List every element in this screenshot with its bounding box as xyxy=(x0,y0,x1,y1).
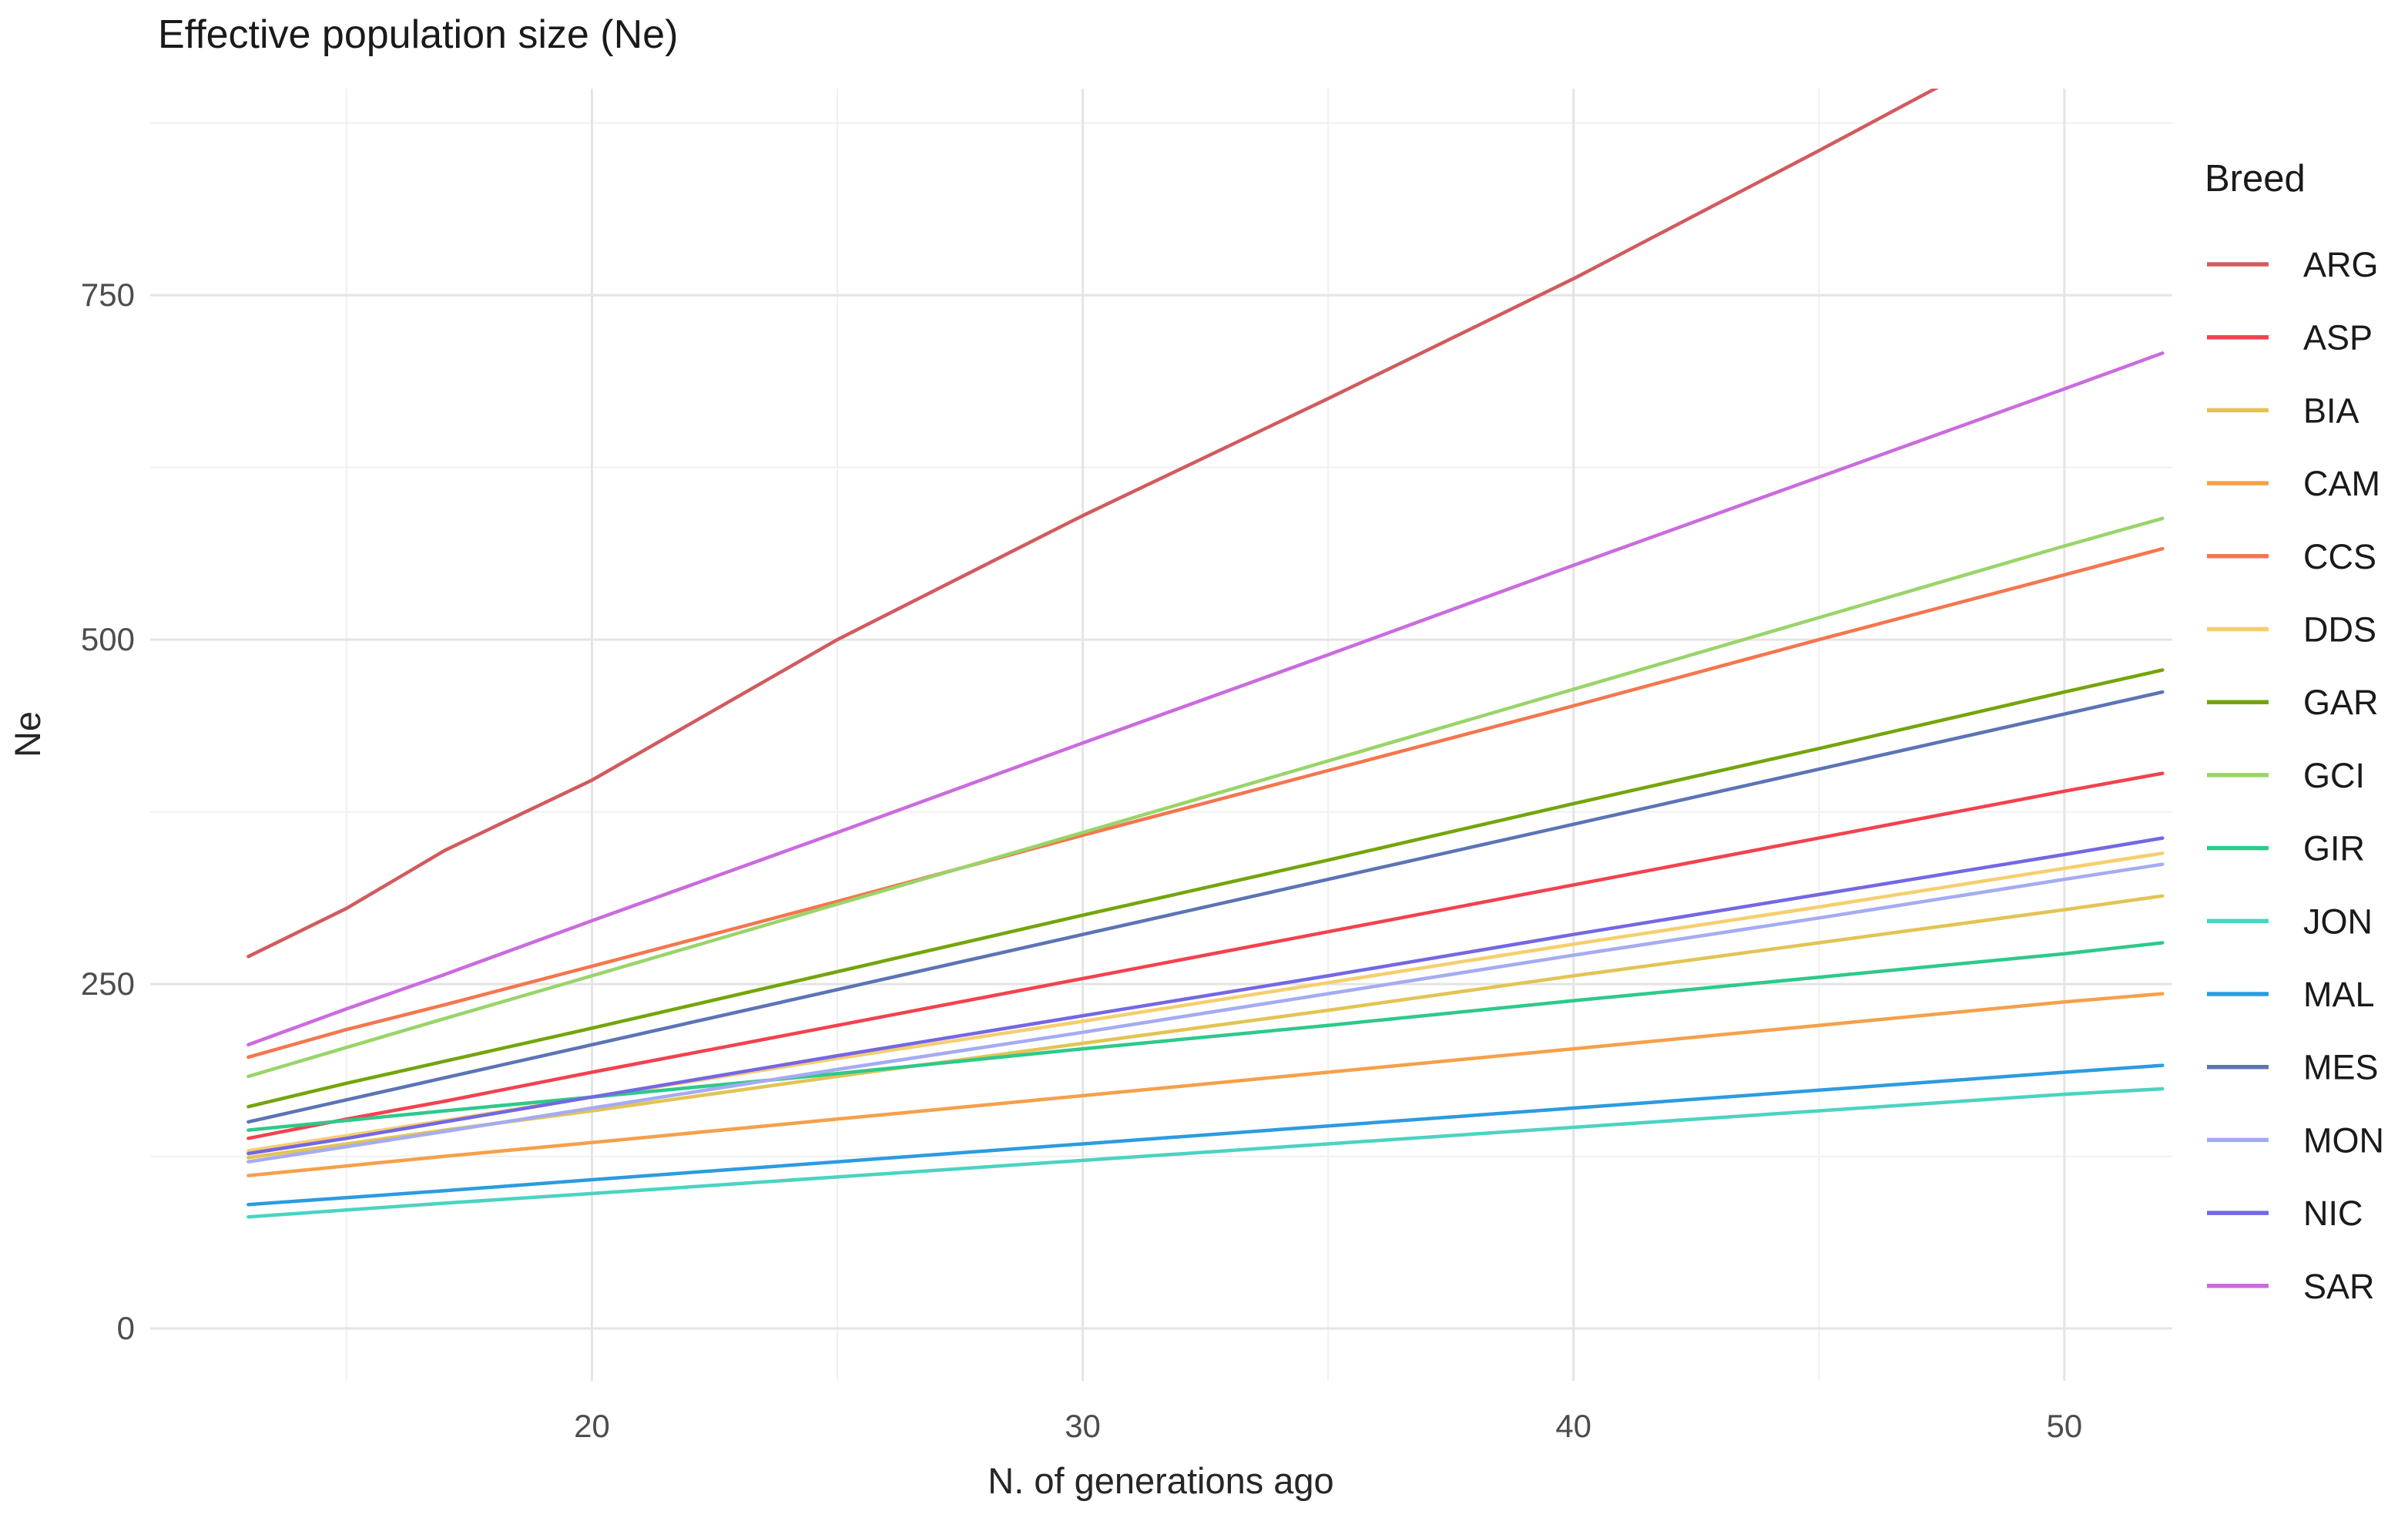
legend-item-MON: MON xyxy=(2207,1120,2384,1160)
legend-item-CCS: CCS xyxy=(2207,537,2376,576)
series-line-NIC xyxy=(247,836,2165,1156)
legend: Breed ARG ASP BIA CAM CCS DDS GAR GCI GIR JON MAL M… xyxy=(2205,158,2384,1306)
series-line-DDS xyxy=(247,851,2165,1153)
legend-item-JON: JON xyxy=(2207,902,2373,941)
y-tick-label: 250 xyxy=(81,966,135,1002)
legend-label-JON: JON xyxy=(2303,902,2373,941)
series-line-MES xyxy=(247,690,2165,1124)
series-line-GAR xyxy=(247,668,2165,1109)
legend-item-GAR: GAR xyxy=(2207,683,2379,722)
series-lines xyxy=(247,89,2165,1219)
series-line-BIA xyxy=(247,894,2165,1160)
legend-item-BIA: BIA xyxy=(2207,391,2359,430)
legend-label-BIA: BIA xyxy=(2303,391,2359,430)
legend-item-ASP: ASP xyxy=(2207,318,2373,358)
legend-label-GAR: GAR xyxy=(2303,683,2379,722)
legend-item-MAL: MAL xyxy=(2207,975,2375,1014)
series-line-GCI xyxy=(247,516,2165,1079)
legend-label-MES: MES xyxy=(2303,1048,2379,1087)
legend-title: Breed xyxy=(2205,158,2306,200)
series-line-JON xyxy=(247,1086,2165,1219)
x-tick-label: 50 xyxy=(2046,1408,2082,1444)
y-tick-label: 750 xyxy=(81,277,135,313)
series-line-ARG xyxy=(247,89,1939,959)
series-line-CAM xyxy=(247,992,2165,1177)
x-tick-label: 40 xyxy=(1555,1408,1591,1444)
x-tick-label: 20 xyxy=(574,1408,610,1444)
series-line-ASP xyxy=(247,771,2165,1140)
minor-gridlines xyxy=(150,89,2172,1381)
legend-item-GCI: GCI xyxy=(2207,756,2365,795)
legend-label-CCS: CCS xyxy=(2303,537,2376,576)
y-axis-title: Ne xyxy=(7,711,48,757)
legend-label-MAL: MAL xyxy=(2303,975,2375,1014)
series-line-SAR xyxy=(247,351,2165,1047)
y-tick-label: 0 xyxy=(117,1310,135,1346)
legend-label-NIC: NIC xyxy=(2303,1194,2363,1233)
legend-label-MON: MON xyxy=(2303,1120,2384,1160)
legend-label-ASP: ASP xyxy=(2303,318,2373,358)
legend-label-DDS: DDS xyxy=(2303,610,2376,650)
legend-item-SAR: SAR xyxy=(2207,1267,2375,1306)
legend-label-SAR: SAR xyxy=(2303,1267,2375,1306)
series-line-MON xyxy=(247,862,2165,1164)
series-line-CCS xyxy=(247,546,2165,1060)
legend-item-DDS: DDS xyxy=(2207,610,2376,650)
legend-item-MES: MES xyxy=(2207,1048,2379,1087)
y-axis-tick-labels: 0 250 500 750 xyxy=(81,277,135,1346)
x-axis-tick-labels: 20 30 40 50 xyxy=(574,1408,2082,1444)
legend-label-CAM: CAM xyxy=(2303,464,2380,503)
chart-title: Effective population size (Ne) xyxy=(158,12,678,57)
legend-label-GIR: GIR xyxy=(2303,829,2365,868)
series-line-GIR xyxy=(247,941,2165,1132)
legend-label-GCI: GCI xyxy=(2303,756,2365,795)
series-line-MAL xyxy=(247,1063,2165,1207)
legend-item-ARG: ARG xyxy=(2207,245,2379,284)
y-tick-label: 500 xyxy=(81,621,135,657)
x-tick-label: 30 xyxy=(1065,1408,1101,1444)
major-gridlines xyxy=(150,89,2172,1381)
legend-items: ARG ASP BIA CAM CCS DDS GAR GCI GIR JON MAL MES MON N… xyxy=(2207,245,2384,1306)
x-axis-title: N. of generations ago xyxy=(988,1460,1333,1501)
legend-item-NIC: NIC xyxy=(2207,1194,2363,1233)
legend-label-ARG: ARG xyxy=(2303,245,2379,284)
legend-item-CAM: CAM xyxy=(2207,464,2380,503)
legend-item-GIR: GIR xyxy=(2207,829,2365,868)
